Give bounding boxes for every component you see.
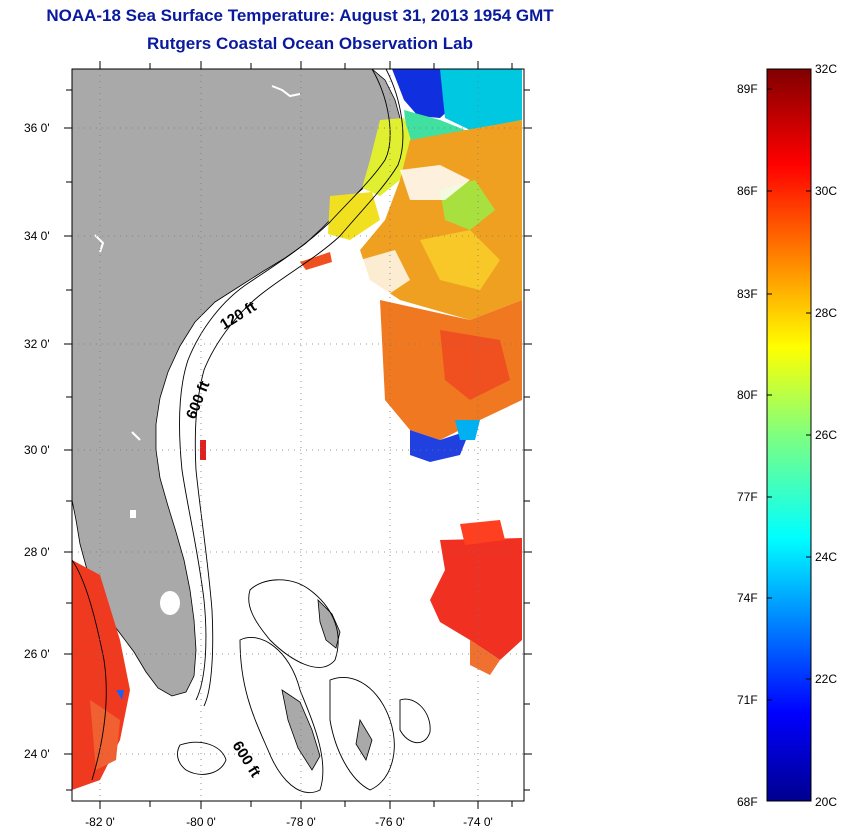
river [271, 85, 301, 98]
lat-label: 34 0' [24, 229, 50, 243]
lat-label: 24 0' [24, 747, 50, 761]
colorbar: 89F 86F 83F 80F 77F 74F 71F 68F 32C 30C … [737, 62, 837, 809]
map-title: NOAA-18 Sea Surface Temperature: August … [46, 6, 554, 25]
bathymetry-contours [72, 69, 431, 794]
lake [130, 510, 136, 518]
lon-label: -74 0' [463, 815, 493, 829]
lat-label: 36 0' [24, 121, 50, 135]
map-subtitle: Rutgers Coastal Ocean Observation Lab [147, 34, 473, 53]
colorbar-c-label: 20C [815, 795, 837, 809]
map-area: 120 ft 600 ft 600 ft [24, 61, 532, 829]
lat-label: 32 0' [24, 337, 50, 351]
river [131, 431, 141, 441]
lon-label: -78 0' [286, 815, 316, 829]
bahamas-island [355, 718, 373, 761]
colorbar-c-label: 22C [815, 672, 837, 686]
colorbar-c-label: 32C [815, 62, 837, 76]
colorbar-f-label: 68F [737, 795, 758, 809]
colorbar-f-label: 80F [737, 388, 758, 402]
colorbar-f-label: 86F [737, 184, 758, 198]
map-ticks [64, 61, 532, 809]
map-frame [71, 68, 525, 802]
colorbar-f-label: 77F [737, 490, 758, 504]
bahamas-island [317, 598, 341, 649]
colorbar-f-label: 83F [737, 287, 758, 301]
colorbar-c-label: 24C [815, 550, 837, 564]
graticule [72, 69, 524, 801]
lon-label: -76 0' [375, 815, 405, 829]
colorbar-f-label: 71F [737, 693, 758, 707]
colorbar-c-label: 30C [815, 184, 837, 198]
lon-label: -82 0' [85, 815, 115, 829]
lake-okeechobee [160, 591, 180, 615]
colorbar-f-label: 74F [737, 591, 758, 605]
lat-label: 28 0' [24, 545, 50, 559]
lat-label: 30 0' [24, 443, 50, 457]
colorbar-f-label: 89F [737, 82, 758, 96]
colorbar-c-label: 28C [815, 306, 837, 320]
colorbar-c-label: 26C [815, 428, 837, 442]
river [94, 234, 105, 253]
lat-label: 26 0' [24, 647, 50, 661]
colorbar-gradient [766, 68, 812, 802]
lon-label: -80 0' [186, 815, 216, 829]
sst-data-layer [72, 69, 522, 790]
